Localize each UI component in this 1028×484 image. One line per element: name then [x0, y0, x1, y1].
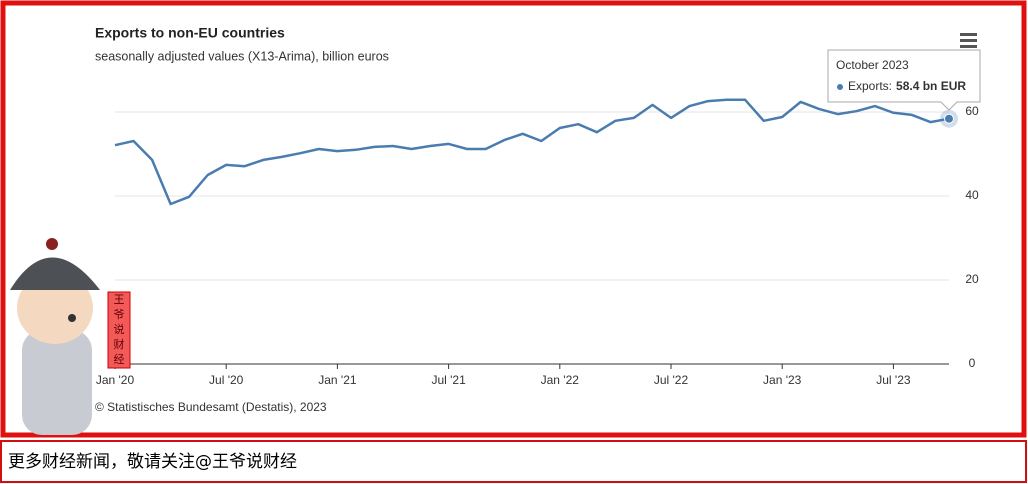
y-tick-label: 20 [965, 272, 979, 286]
x-tick-label: Jul '21 [431, 373, 466, 387]
x-tick-label: Jul '20 [209, 373, 244, 387]
y-tick-label: 60 [965, 104, 979, 118]
tooltip-dot [837, 84, 843, 90]
banner-box [0, 440, 1027, 483]
x-tick-label: Jul '23 [876, 373, 911, 387]
x-tick-label: Jan '20 [96, 373, 135, 387]
menu-bar [960, 39, 977, 42]
tooltip-value: 58.4 bn EUR [896, 79, 966, 93]
frame [0, 0, 1027, 438]
highlight-point [944, 113, 954, 124]
eye [68, 314, 76, 322]
x-tick-label: Jan '21 [318, 373, 357, 387]
menu-bar [960, 33, 977, 36]
hat [10, 257, 100, 290]
y-tick-label: 40 [965, 188, 979, 202]
x-tick-label: Jan '22 [541, 373, 580, 387]
mascot: 王爷说财经 [10, 238, 131, 435]
tooltip-title: October 2023 [836, 58, 909, 72]
menu-bar [960, 45, 977, 48]
seal-text: 王爷说财经 [114, 294, 125, 366]
series-line [114, 98, 950, 206]
banner-text: 更多财经新闻，敬请关注@王爷说财经 [8, 452, 297, 472]
chart-subtitle: seasonally adjusted values (X13-Arima), … [95, 49, 389, 63]
y-tick-label: 0 [969, 356, 976, 370]
menu-button[interactable] [960, 33, 977, 48]
tooltip-row: Exports: 58.4 bn EUR [848, 79, 966, 93]
tooltip-box [827, 49, 981, 111]
hat-knob [46, 238, 58, 250]
tooltip-label: Exports: [848, 79, 892, 93]
chart-title: Exports to non-EU countries [95, 25, 285, 41]
x-tick-label: Jan '23 [763, 373, 802, 387]
robe [22, 330, 92, 435]
seal [107, 291, 131, 369]
credit: © Statistisches Bundesamt (Destatis), 20… [95, 400, 327, 414]
x-tick-label: Jul '22 [654, 373, 689, 387]
